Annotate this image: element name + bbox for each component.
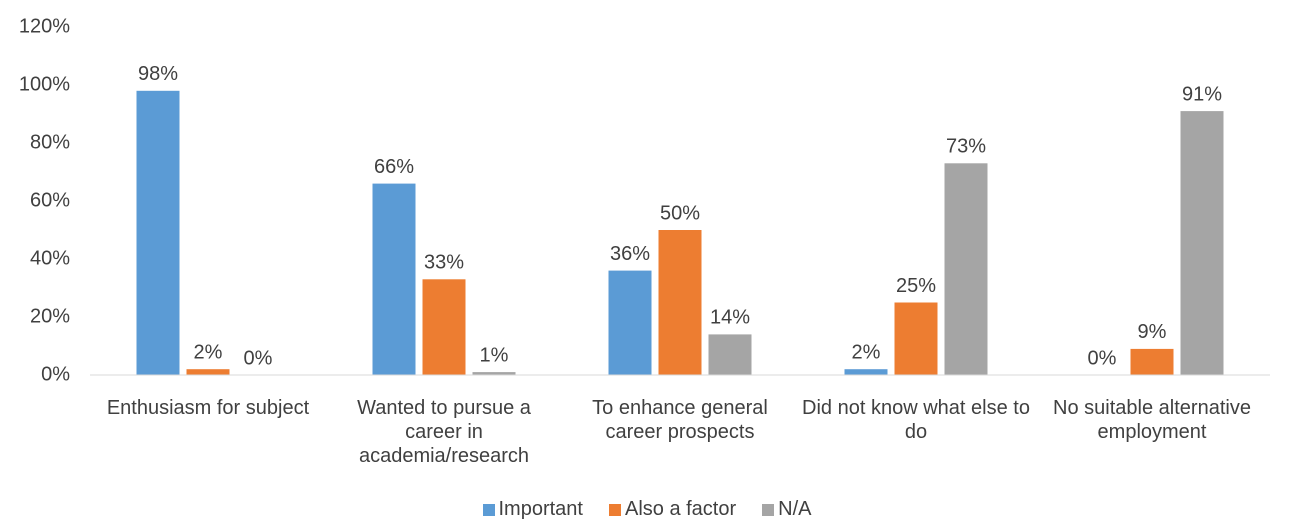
y-tick-label: 60% (30, 189, 70, 211)
bar (658, 230, 702, 375)
legend-swatch (608, 503, 621, 516)
legend-item: Important (482, 498, 583, 521)
legend-label: Also a factor (624, 498, 737, 520)
x-tick-label: Wanted to pursue a career in academia/re… (357, 397, 531, 467)
bar (186, 369, 230, 375)
data-label: 50% (660, 202, 700, 224)
data-label: 2% (852, 341, 881, 363)
legend-swatch (482, 503, 495, 516)
data-label: 0% (1088, 347, 1117, 369)
data-label: 98% (138, 63, 178, 85)
legend-label: Important (498, 498, 583, 520)
bar (944, 163, 988, 375)
bar (136, 90, 180, 376)
bar (844, 369, 888, 375)
bar (372, 183, 416, 375)
data-label: 66% (374, 156, 414, 178)
data-label: 91% (1182, 83, 1222, 105)
bar (708, 334, 752, 375)
bar (1180, 111, 1224, 375)
legend-item: Also a factor (608, 498, 737, 521)
bar (422, 279, 466, 375)
data-label: 25% (896, 275, 936, 297)
data-label: 9% (1138, 321, 1167, 343)
bar (472, 372, 516, 375)
y-tick-label: 40% (30, 247, 70, 269)
y-tick-label: 120% (19, 15, 70, 37)
legend: Important Also a factor N/A (0, 498, 1294, 521)
bar (1130, 348, 1174, 375)
x-tick-label: To enhance general career prospects (592, 397, 768, 443)
y-tick-label: 20% (30, 305, 70, 327)
bar (894, 302, 938, 375)
data-label: 36% (610, 243, 650, 265)
data-label: 14% (710, 307, 750, 329)
y-tick-label: 80% (30, 131, 70, 153)
legend-swatch (762, 503, 775, 516)
y-tick-label: 100% (19, 73, 70, 95)
data-label: 1% (480, 344, 509, 366)
legend-label: N/A (778, 498, 812, 520)
data-label: 0% (244, 347, 273, 369)
x-tick-label: Enthusiasm for subject (106, 397, 310, 419)
x-tick-label: Did not know what else to do (802, 397, 1030, 443)
data-label: 73% (946, 136, 986, 158)
bar (608, 270, 652, 375)
y-tick-label: 0% (41, 363, 70, 385)
x-tick-label: No suitable alternative employment (1053, 397, 1251, 443)
data-label: 33% (424, 252, 464, 274)
data-label: 2% (194, 341, 223, 363)
legend-item: N/A (762, 498, 812, 521)
